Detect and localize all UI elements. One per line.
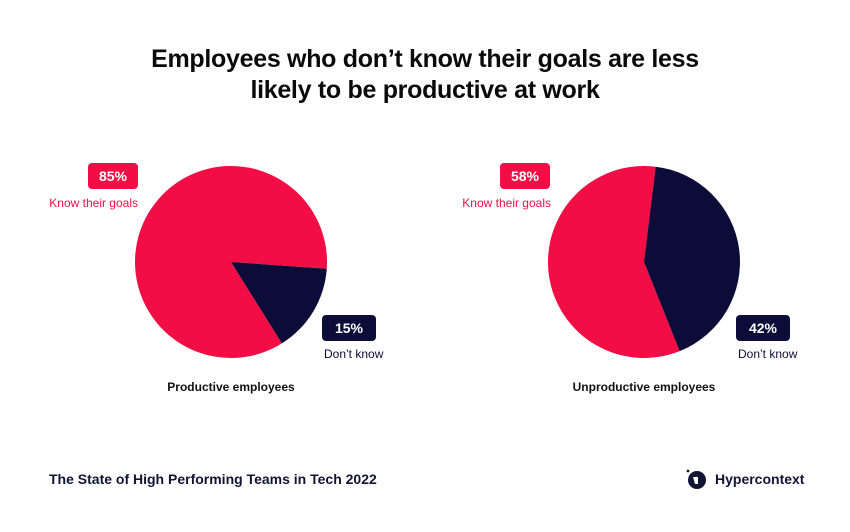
value-label: 58% <box>511 168 540 184</box>
brand-name: Hypercontext <box>715 471 805 487</box>
slice-label: Know their goals <box>49 196 138 210</box>
pie-slice-dont-know <box>231 262 327 344</box>
pie-slice-dont-know <box>644 166 740 352</box>
value-label: 85% <box>99 168 128 184</box>
pie-chart-1: 85% Know their goals 15% Don’t know Producti… <box>49 163 384 394</box>
brand-logo[interactable]: Hypercontext <box>685 468 804 490</box>
source-label: The State of High Performing Teams in Te… <box>49 471 377 487</box>
value-badge <box>500 163 550 189</box>
value-badge <box>322 315 376 341</box>
value-label: 15% <box>335 320 364 336</box>
slice-label: Know their goals <box>462 196 551 210</box>
value-badge <box>88 163 138 189</box>
title-line-1: Employees who don’t know their goals are… <box>151 45 699 73</box>
value-badge <box>736 315 790 341</box>
value-label: 42% <box>749 320 778 336</box>
slice-label: Don’t know <box>738 347 798 361</box>
chart-caption: Unproductive employees <box>573 380 716 394</box>
pie-chart-2: 58% Know their goals 42% Don’t know Unproduc… <box>462 163 798 394</box>
slice-label: Don’t know <box>324 347 384 361</box>
chart-caption: Productive employees <box>167 380 295 394</box>
pie-slice-know-goals <box>135 165 328 358</box>
chart-title: Employees who don’t know their goals are… <box>0 44 850 106</box>
title-line-2: likely to be productive at work <box>250 76 600 104</box>
hypercontext-logo-icon <box>686 469 706 489</box>
pie-slice-know-goals <box>547 166 680 359</box>
